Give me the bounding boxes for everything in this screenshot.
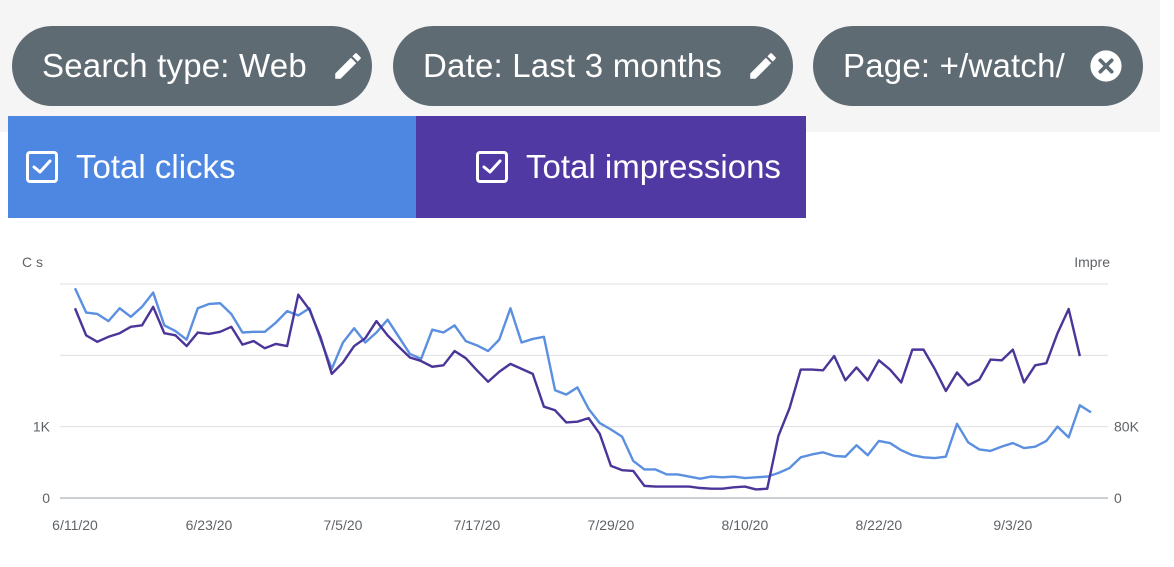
x-tick-label: 9/3/20	[993, 517, 1032, 533]
total-impressions-label: Total impressions	[526, 148, 781, 185]
filter-bar: Search type: Web Date: Last 3 months Pag…	[0, 0, 1160, 132]
page-filter-label: Page: +/watch/	[843, 47, 1066, 84]
performance-chart: C s Impre 0 1K 0 80K 6/11/20 6/23/20 7/5/20 7/…	[0, 240, 1174, 562]
x-tick-label: 6/11/20	[52, 517, 98, 533]
right-y-tick-label: 0	[1114, 490, 1122, 506]
left-y-tick-label: 1K	[33, 419, 51, 435]
total-impressions-toggle[interactable]: Total impressions	[416, 116, 806, 218]
search-type-filter-chip[interactable]: Search type: Web	[12, 26, 372, 106]
total-clicks-toggle[interactable]: Total clicks	[8, 116, 416, 218]
right-y-tick-label: 80K	[1114, 419, 1140, 435]
date-filter-label: Date: Last 3 months	[423, 47, 723, 84]
line-chart-svg: C s Impre 0 1K 0 80K 6/11/20 6/23/20 7/5/20 7/…	[22, 254, 1140, 533]
close-circle-icon[interactable]	[1089, 49, 1123, 83]
right-axis-title: Impre	[1074, 254, 1110, 270]
checkbox-checked-icon[interactable]	[26, 151, 58, 183]
series-lines	[73, 287, 1092, 491]
x-tick-label: 7/29/20	[588, 517, 635, 533]
page-filter-chip[interactable]: Page: +/watch/	[813, 26, 1143, 106]
total-clicks-line	[73, 287, 1092, 480]
x-tick-label: 7/5/20	[323, 517, 362, 533]
total-clicks-label: Total clicks	[76, 148, 236, 185]
checkbox-checked-icon[interactable]	[476, 151, 508, 183]
date-filter-chip[interactable]: Date: Last 3 months	[393, 26, 793, 106]
pencil-icon[interactable]	[331, 49, 365, 83]
left-axis-title: C s	[22, 254, 43, 270]
x-tick-label: 6/23/20	[186, 517, 233, 533]
y-axis-ticks: 0 1K 0 80K	[33, 419, 1140, 506]
left-y-tick-label: 0	[42, 490, 50, 506]
total-impressions-line	[73, 293, 1082, 491]
x-tick-label: 7/17/20	[454, 517, 501, 533]
search-type-filter-label: Search type: Web	[42, 47, 307, 84]
gridlines	[60, 283, 1108, 499]
x-tick-label: 8/10/20	[722, 517, 769, 533]
pencil-icon[interactable]	[746, 49, 780, 83]
x-tick-label: 8/22/20	[856, 517, 903, 533]
x-axis-ticks: 6/11/20 6/23/20 7/5/20 7/17/20 7/29/20 8/10/2…	[52, 517, 1032, 533]
